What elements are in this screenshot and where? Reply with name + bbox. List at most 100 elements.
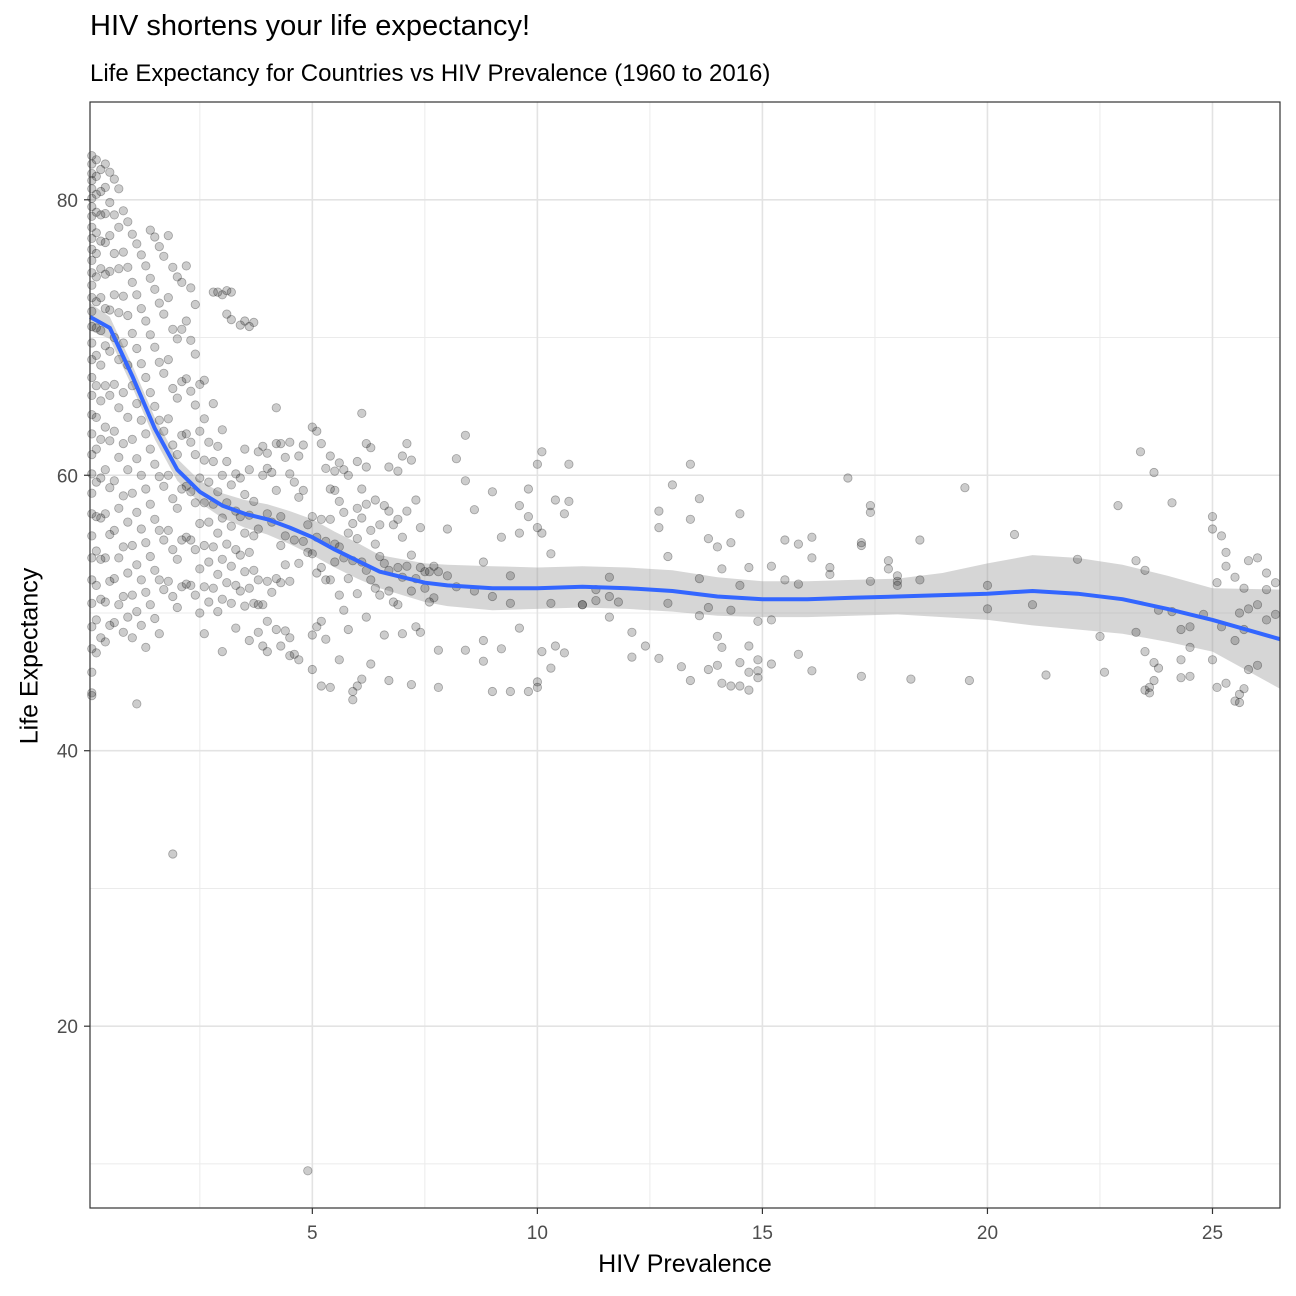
data-point [1252,600,1263,610]
data-point [825,569,835,580]
data-point [1243,604,1254,614]
panel-border [89,101,1281,1209]
data-point [208,542,218,552]
data-point [114,184,124,194]
data-point [271,485,281,495]
data-point [168,544,178,555]
data-point [91,248,101,259]
data-point [217,554,227,564]
data-point [136,575,146,585]
data-point [168,324,178,334]
data-point [1239,583,1249,593]
data-point [190,498,200,508]
data-point [123,612,133,622]
data-point [136,250,146,260]
data-point [370,583,380,593]
data-point [1185,642,1195,653]
data-point [123,262,133,272]
data-point [316,681,326,691]
data-point [177,535,187,545]
data-point [150,565,160,575]
data-point [271,624,281,635]
data-point [199,629,209,639]
data-point [402,438,412,449]
data-point [181,429,191,439]
data-point [348,518,358,529]
data-point [240,316,250,326]
data-point [627,627,637,637]
data-point [186,386,196,396]
data-point [195,473,205,483]
data-point [96,236,106,246]
data-point [145,225,155,235]
data-point [159,426,169,436]
data-point [1176,624,1186,635]
data-point [172,503,182,513]
data-point [100,553,110,563]
data-point [352,589,362,599]
data-point [132,343,142,354]
data-point [118,206,128,216]
data-point [91,272,101,282]
data-point [168,262,178,272]
data-point [199,375,209,385]
data-point [325,682,335,693]
data-point [352,681,362,691]
data-point [226,598,236,608]
data-point [379,500,389,511]
data-point [141,316,151,326]
data-point [546,549,556,559]
data-point [109,248,119,259]
data-point [177,430,187,440]
data-point [136,359,146,369]
data-point [244,321,254,332]
data-point [114,503,124,513]
data-point [222,286,232,296]
data-point [433,567,443,577]
data-point [253,524,263,534]
data-point [154,471,164,482]
data-point [1135,447,1146,457]
confidence-ribbon [90,303,1280,689]
data-point [208,287,218,297]
data-point [222,578,232,588]
data-point [523,686,534,697]
data-point [235,473,245,483]
data-point [330,466,340,476]
data-point [496,644,506,654]
data-point [91,511,101,522]
data-point [114,308,124,318]
data-point [325,575,335,585]
data-point [96,396,106,406]
data-point [244,465,254,475]
data-point [276,540,286,551]
data-point [303,1166,313,1176]
data-point [150,613,160,624]
data-point [96,164,106,175]
data-point [294,558,304,569]
data-point [172,554,182,564]
data-point [262,646,272,657]
data-point [172,334,182,344]
data-point [226,521,236,531]
data-point [231,544,241,555]
data-point [550,495,561,505]
data-point [181,374,191,384]
data-point [199,498,209,508]
data-point [91,350,101,360]
data-point [91,444,101,454]
data-point [343,573,353,584]
data-point [577,600,588,610]
data-point [190,590,200,600]
data-point [226,561,236,571]
data-point [604,591,615,602]
data-point [1252,660,1263,670]
data-point [271,403,281,413]
data-point [334,590,344,600]
data-point [127,229,137,239]
data-point [249,598,259,608]
data-point [105,390,115,400]
data-point [361,499,371,509]
data-point [685,514,696,524]
data-point [393,562,403,573]
